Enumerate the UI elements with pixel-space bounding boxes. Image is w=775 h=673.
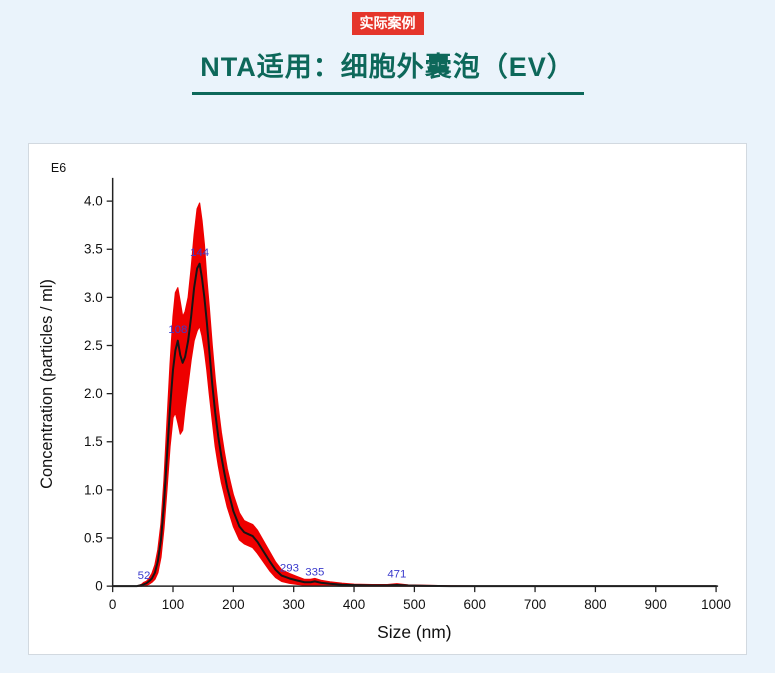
svg-text:E6: E6 — [51, 161, 66, 175]
title-underline — [191, 91, 584, 95]
page-title: NTA适用：细胞外囊泡（EV） — [200, 51, 575, 82]
svg-text:900: 900 — [645, 597, 667, 612]
nta-size-distribution-chart: 0 100 200 300 400 500 600 700 800 900 1000 0 0.5 1.0 1… — [38, 161, 731, 642]
mean-line — [111, 262, 718, 587]
svg-text:335: 335 — [305, 566, 324, 578]
svg-text:3.0: 3.0 — [84, 290, 103, 305]
svg-text:2.5: 2.5 — [84, 338, 103, 353]
svg-text:100: 100 — [162, 597, 184, 612]
svg-text:1.0: 1.0 — [84, 482, 103, 497]
svg-text:0.5: 0.5 — [84, 530, 103, 545]
svg-text:2.0: 2.0 — [84, 386, 103, 401]
svg-text:52: 52 — [138, 570, 151, 582]
svg-text:Concentration (particles / ml): Concentration (particles / ml) — [38, 279, 56, 489]
svg-text:108: 108 — [168, 324, 187, 336]
svg-text:300: 300 — [282, 597, 304, 612]
svg-text:144: 144 — [190, 247, 210, 259]
svg-text:3.5: 3.5 — [84, 242, 103, 257]
svg-text:600: 600 — [464, 597, 486, 612]
svg-text:500: 500 — [403, 597, 425, 612]
svg-text:400: 400 — [343, 597, 365, 612]
svg-text:0: 0 — [95, 578, 102, 593]
svg-text:200: 200 — [222, 597, 244, 612]
svg-text:0: 0 — [109, 597, 116, 612]
svg-text:471: 471 — [387, 568, 406, 580]
svg-text:800: 800 — [584, 597, 606, 612]
header: 实际案例 NTA适用：细胞外囊泡（EV） — [0, 12, 775, 95]
chart-card: 0 100 200 300 400 500 600 700 800 900 1000 0 0.5 1.0 1… — [28, 142, 747, 655]
error-band — [112, 202, 717, 587]
case-badge: 实际案例 — [351, 12, 424, 35]
svg-text:Size (nm): Size (nm) — [377, 622, 451, 642]
svg-text:1000: 1000 — [701, 597, 731, 612]
svg-text:1.5: 1.5 — [84, 434, 103, 449]
svg-text:700: 700 — [524, 597, 546, 612]
svg-text:293: 293 — [280, 562, 299, 574]
svg-text:4.0: 4.0 — [84, 193, 103, 208]
